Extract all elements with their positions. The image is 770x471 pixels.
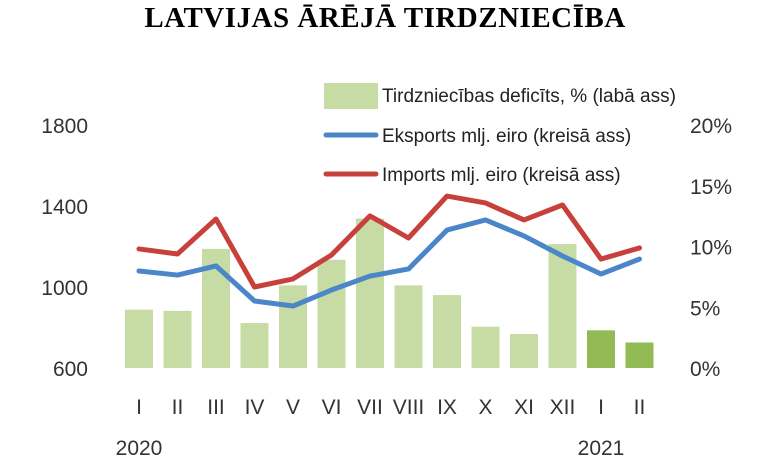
legend-label: Eksports mlj. eiro (kreisā ass) — [382, 126, 631, 147]
x-axis-tick: VII — [357, 396, 383, 419]
x-axis-tick: IX — [437, 396, 457, 419]
x-axis-tick: II — [634, 396, 646, 419]
year-label: 2020 — [116, 437, 163, 460]
deficit-bar — [163, 310, 192, 368]
x-axis-tick: VI — [322, 396, 342, 419]
deficit-bar — [625, 342, 654, 368]
left-axis-tick: 600 — [53, 358, 88, 381]
x-axis-tick: XI — [514, 396, 534, 419]
x-axis-tick: XII — [550, 396, 576, 419]
x-axis-tick: X — [478, 396, 492, 419]
x-axis-tick: I — [136, 396, 142, 419]
right-axis-tick: 20% — [690, 115, 732, 138]
x-axis-tick: II — [172, 396, 184, 419]
right-axis-tick: 5% — [690, 297, 720, 320]
deficit-bar — [125, 309, 153, 368]
deficit-bar — [240, 323, 269, 368]
exports-line — [136, 217, 642, 309]
deficit-bar — [587, 330, 615, 368]
deficit-bar — [471, 326, 500, 368]
right-axis-tick: 10% — [690, 237, 732, 260]
x-axis-tick: I — [598, 396, 604, 419]
deficit-bar — [356, 218, 384, 368]
deficit-bar — [317, 259, 346, 368]
x-axis-tick: VIII — [393, 396, 425, 419]
deficit-bar — [394, 285, 423, 368]
chart-title: LATVIJAS ĀRĒJĀ TIRDZNIECĪBA — [144, 2, 626, 34]
deficit-bar — [279, 285, 307, 368]
legend-label: Imports mlj. eiro (kreisā ass) — [382, 165, 621, 186]
x-axis-tick: IV — [245, 396, 265, 419]
imports-line — [136, 193, 642, 290]
right-axis-tick: 15% — [690, 176, 732, 199]
x-axis-tick: III — [207, 396, 225, 419]
right-axis-tick: 0% — [690, 358, 720, 381]
deficit-bar — [433, 295, 461, 368]
deficit-bar — [510, 333, 538, 368]
legend-label: Tirdzniecības deficīts, % (labā ass) — [382, 86, 676, 107]
year-label: 2021 — [578, 437, 625, 460]
deficit-bar — [548, 244, 577, 368]
left-axis-tick: 1400 — [41, 196, 88, 219]
x-axis-tick: V — [286, 396, 300, 419]
left-axis-tick: 1000 — [41, 277, 88, 300]
legend-swatch-deficit — [324, 83, 378, 109]
left-axis-tick: 1800 — [41, 115, 88, 138]
